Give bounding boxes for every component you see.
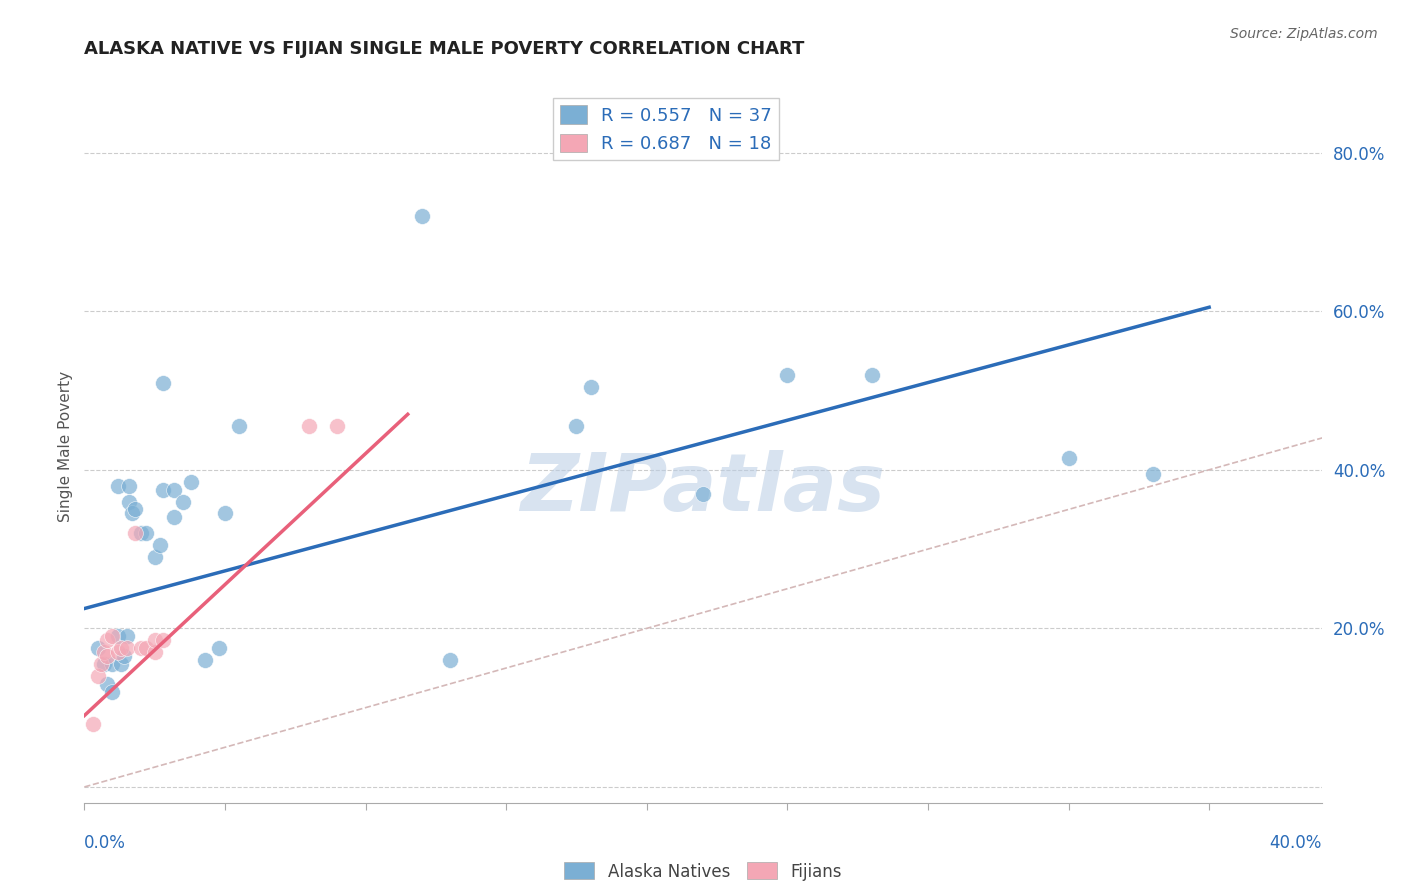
Point xyxy=(121,507,143,521)
Point xyxy=(152,483,174,497)
Point xyxy=(118,478,141,492)
Point xyxy=(93,657,115,671)
Point xyxy=(124,502,146,516)
Point xyxy=(107,478,129,492)
Point xyxy=(163,510,186,524)
Point xyxy=(180,475,202,489)
Point xyxy=(411,209,433,223)
Point xyxy=(112,649,135,664)
Point xyxy=(439,653,461,667)
Legend: Alaska Natives, Fijians: Alaska Natives, Fijians xyxy=(558,855,848,888)
Point xyxy=(101,629,124,643)
Point xyxy=(90,657,112,671)
Point xyxy=(776,368,799,382)
Point xyxy=(194,653,217,667)
Point xyxy=(115,629,138,643)
Text: ALASKA NATIVE VS FIJIAN SINGLE MALE POVERTY CORRELATION CHART: ALASKA NATIVE VS FIJIAN SINGLE MALE POVE… xyxy=(84,40,804,58)
Point xyxy=(163,483,186,497)
Text: 0.0%: 0.0% xyxy=(84,834,127,852)
Point xyxy=(143,549,166,564)
Point xyxy=(101,657,124,671)
Point xyxy=(692,486,714,500)
Point xyxy=(228,419,250,434)
Point xyxy=(124,526,146,541)
Point xyxy=(107,629,129,643)
Point xyxy=(143,633,166,648)
Point xyxy=(110,657,132,671)
Point xyxy=(93,645,115,659)
Text: 40.0%: 40.0% xyxy=(1270,834,1322,852)
Point xyxy=(96,677,118,691)
Point xyxy=(129,526,152,541)
Point xyxy=(579,379,602,393)
Point xyxy=(326,419,349,434)
Point xyxy=(96,649,118,664)
Point xyxy=(1142,467,1164,481)
Point xyxy=(115,641,138,656)
Point xyxy=(101,685,124,699)
Point xyxy=(172,494,194,508)
Point xyxy=(860,368,883,382)
Point xyxy=(152,633,174,648)
Point xyxy=(143,645,166,659)
Point xyxy=(135,641,157,656)
Point xyxy=(87,669,110,683)
Point xyxy=(149,538,172,552)
Point xyxy=(110,641,132,656)
Point xyxy=(565,419,588,434)
Text: Source: ZipAtlas.com: Source: ZipAtlas.com xyxy=(1230,27,1378,41)
Y-axis label: Single Male Poverty: Single Male Poverty xyxy=(58,370,73,522)
Text: ZIPatlas: ZIPatlas xyxy=(520,450,886,528)
Point xyxy=(82,716,104,731)
Point xyxy=(96,633,118,648)
Point xyxy=(118,494,141,508)
Point xyxy=(87,641,110,656)
Point xyxy=(152,376,174,390)
Point xyxy=(1057,450,1080,465)
Point xyxy=(107,645,129,659)
Point xyxy=(214,507,236,521)
Point xyxy=(129,641,152,656)
Point xyxy=(298,419,321,434)
Point xyxy=(135,526,157,541)
Point xyxy=(208,641,231,656)
